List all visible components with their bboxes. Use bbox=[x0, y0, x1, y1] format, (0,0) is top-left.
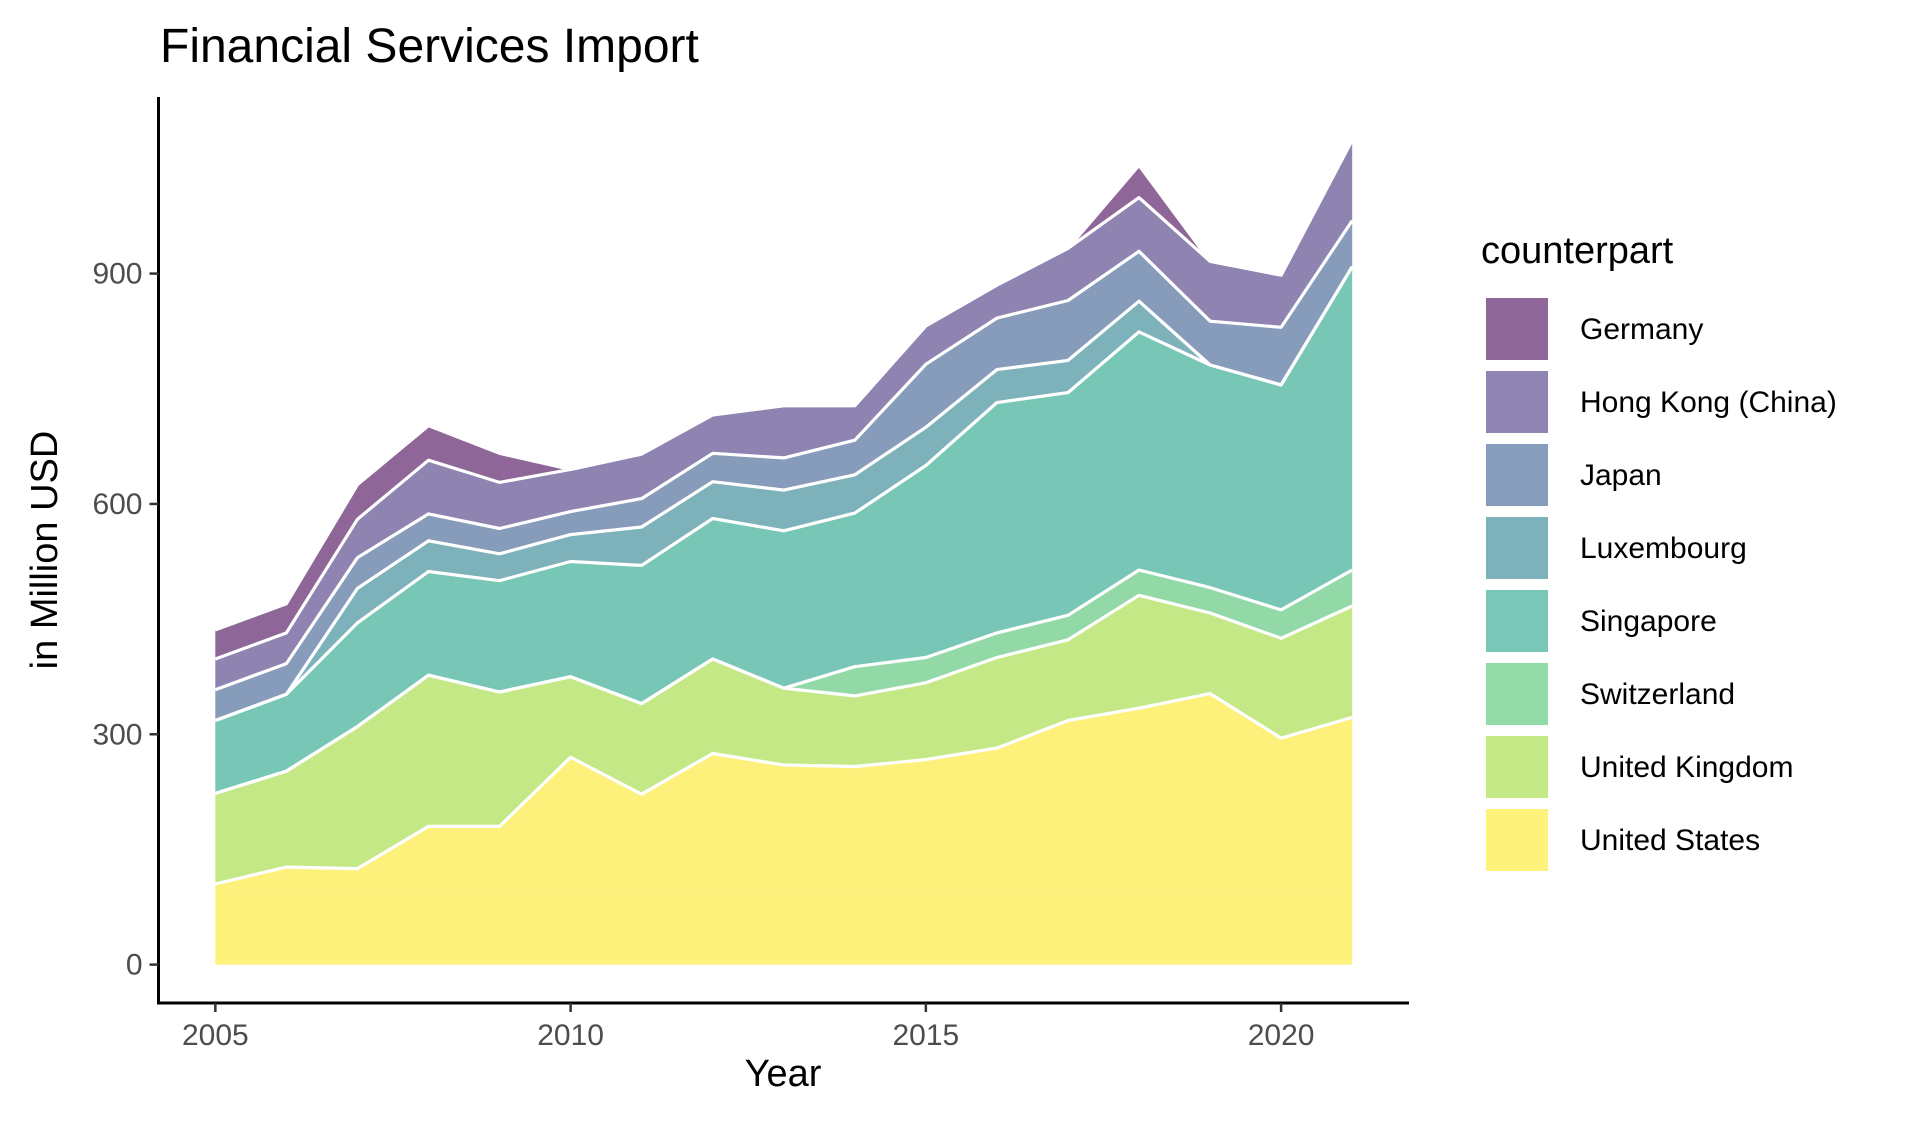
y-axis-title: in Million USD bbox=[24, 431, 66, 670]
legend-label-singapore: Singapore bbox=[1580, 605, 1717, 638]
area-united-kingdom bbox=[215, 595, 1353, 884]
area-edge-switzerland bbox=[214, 568, 1353, 795]
area-edge-japan bbox=[214, 219, 1354, 692]
area-switzerland bbox=[215, 570, 1353, 794]
x-tick-label: 2015 bbox=[892, 1019, 959, 1052]
area-layer bbox=[215, 140, 1353, 965]
legend: Germany Hong Kong (China) Japan Luxembourg S… bbox=[1486, 298, 1837, 871]
legend-key-united-kingdom bbox=[1486, 736, 1548, 798]
legend-label-united-states: United States bbox=[1580, 824, 1760, 857]
area-edge-luxembourg bbox=[214, 265, 1354, 723]
legend-title: counterpart bbox=[1481, 230, 1674, 272]
area-luxembourg bbox=[215, 266, 1353, 721]
y-tick-label: 600 bbox=[92, 488, 142, 521]
y-tick-label: 0 bbox=[126, 949, 143, 982]
y-axis-ticks: 0 300 600 900 bbox=[92, 258, 159, 982]
x-tick-label: 2020 bbox=[1248, 1019, 1315, 1052]
area-united-states bbox=[215, 693, 1353, 965]
legend-key-united-states bbox=[1486, 809, 1548, 871]
y-tick-label: 300 bbox=[92, 718, 142, 751]
legend-key-switzerland bbox=[1486, 663, 1548, 725]
x-tick-label: 2010 bbox=[537, 1019, 604, 1052]
area-japan bbox=[215, 220, 1353, 721]
legend-key-germany bbox=[1486, 298, 1548, 360]
chart-title: Financial Services Import bbox=[160, 20, 699, 73]
area-singapore bbox=[215, 266, 1353, 794]
x-axis-ticks: 2005 2010 2015 2020 bbox=[182, 1003, 1315, 1052]
x-tick-label: 2005 bbox=[182, 1019, 249, 1052]
legend-label-germany: Germany bbox=[1580, 313, 1703, 346]
legend-label-united-kingdom: United Kingdom bbox=[1580, 751, 1793, 784]
area-edge-layer bbox=[214, 139, 1354, 886]
area-hong-kong-china bbox=[215, 140, 1353, 690]
legend-key-japan bbox=[1486, 444, 1548, 506]
legend-key-hong-kong-china bbox=[1486, 371, 1548, 433]
area-edge-germany bbox=[214, 139, 1354, 632]
area-edge-singapore bbox=[214, 265, 1354, 723]
legend-key-luxembourg bbox=[1486, 517, 1548, 579]
y-tick-label: 900 bbox=[92, 258, 142, 291]
legend-label-japan: Japan bbox=[1580, 459, 1662, 492]
legend-label-hong-kong-china: Hong Kong (China) bbox=[1580, 386, 1837, 419]
legend-label-luxembourg: Luxembourg bbox=[1580, 532, 1747, 565]
legend-key-singapore bbox=[1486, 590, 1548, 652]
legend-label-switzerland: Switzerland bbox=[1580, 678, 1735, 711]
area-edge-united-states bbox=[214, 692, 1353, 886]
x-axis-title: Year bbox=[745, 1053, 822, 1095]
